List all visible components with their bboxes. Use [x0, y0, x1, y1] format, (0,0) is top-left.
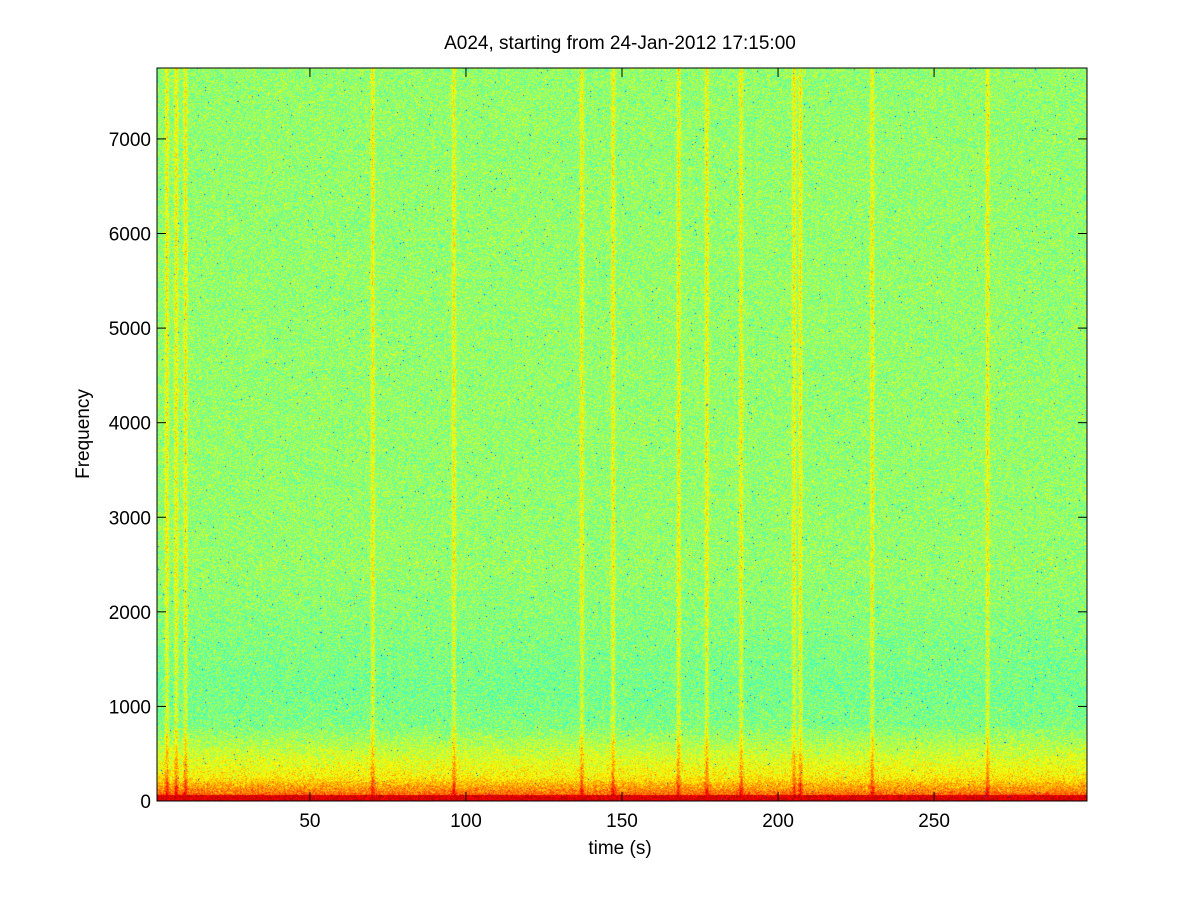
x-tick-label: 250 [918, 811, 950, 832]
x-tick-label: 200 [762, 811, 794, 832]
y-tick-label: 7000 [109, 130, 151, 151]
y-tick-label: 2000 [109, 603, 151, 624]
y-tick-label: 3000 [109, 508, 151, 529]
x-axis: 50 100 150 200 250 [299, 68, 950, 832]
plot-area [156, 67, 1088, 802]
x-tick-label: 50 [299, 811, 320, 832]
y-tick-label: 1000 [109, 697, 151, 718]
y-tick-label: 6000 [109, 225, 151, 246]
x-axis-label: time (s) [588, 838, 651, 859]
y-tick-label: 5000 [109, 319, 151, 340]
x-tick-label: 100 [450, 811, 482, 832]
y-axis-label: Frequency [73, 389, 94, 479]
spectrogram-image [157, 68, 1087, 801]
chart-title: A024, starting from 24-Jan-2012 17:15:00 [444, 33, 796, 54]
y-axis: 0 1000 2000 3000 4000 5000 6000 7000 [109, 130, 1087, 813]
x-tick-label: 150 [606, 811, 638, 832]
y-tick-label: 0 [140, 792, 151, 813]
y-tick-label: 4000 [109, 414, 151, 435]
